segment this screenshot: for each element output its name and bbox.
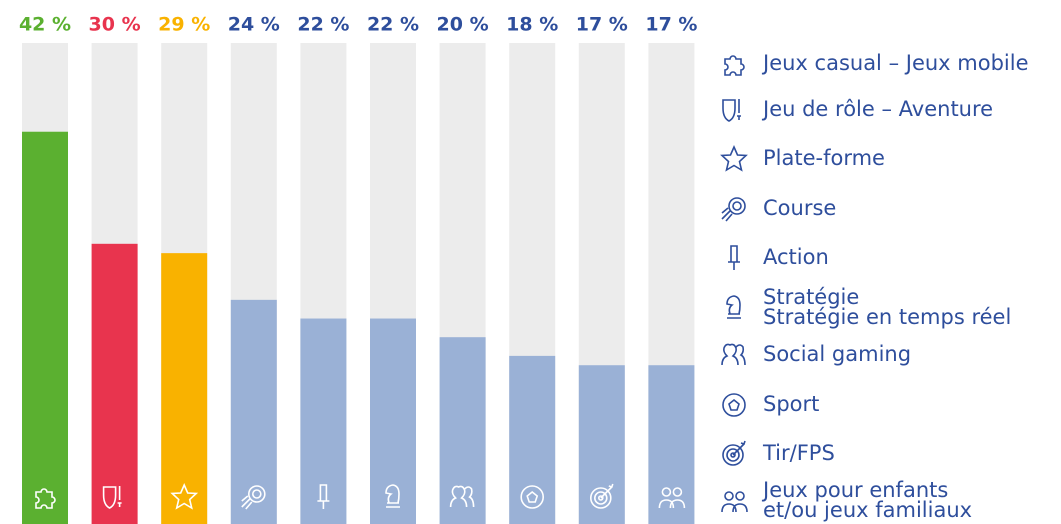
legend-label: Plate-forme bbox=[763, 146, 885, 170]
icon-part bbox=[724, 491, 734, 501]
icon-part bbox=[722, 444, 744, 466]
icon bbox=[722, 440, 746, 466]
icon-part bbox=[658, 499, 686, 509]
icon-part bbox=[589, 487, 612, 509]
icon-part bbox=[252, 489, 262, 499]
icon bbox=[170, 483, 199, 510]
icon-part bbox=[241, 495, 253, 510]
icon bbox=[385, 484, 400, 508]
bar bbox=[161, 253, 208, 524]
icon-part bbox=[661, 487, 672, 497]
icon bbox=[721, 491, 748, 513]
icon bbox=[317, 484, 330, 509]
value-label: 17 % bbox=[576, 14, 628, 36]
legend-label: Course bbox=[763, 196, 836, 220]
icon-part bbox=[520, 485, 545, 509]
icon bbox=[722, 99, 741, 122]
legend-label: Jeux casual – Jeux mobile bbox=[761, 51, 1029, 75]
icon-part bbox=[526, 490, 539, 503]
icon bbox=[724, 55, 745, 76]
icon-part bbox=[730, 452, 736, 458]
icon bbox=[102, 486, 122, 509]
legend-label: Tir/FPS bbox=[762, 441, 835, 465]
icon-part bbox=[728, 245, 740, 270]
legend-label: Sport bbox=[763, 392, 819, 416]
icon-part bbox=[720, 145, 748, 172]
bar bbox=[370, 318, 416, 524]
icon-part bbox=[721, 343, 739, 366]
icon-part bbox=[672, 487, 683, 497]
icon bbox=[35, 488, 56, 509]
icon-part bbox=[726, 448, 740, 462]
legend-label: et/ou jeux familiaux bbox=[763, 498, 972, 522]
icon-part bbox=[600, 483, 614, 499]
icon-part bbox=[449, 485, 468, 508]
legend-label: Stratégie en temps réel bbox=[763, 305, 1011, 329]
bar bbox=[439, 337, 486, 524]
icon-part bbox=[732, 201, 742, 211]
value-label: 42 % bbox=[19, 14, 71, 36]
icon-part bbox=[728, 398, 740, 411]
icon-part bbox=[597, 495, 604, 501]
value-label: 22 % bbox=[297, 14, 349, 36]
icon-part bbox=[385, 484, 400, 508]
icon bbox=[721, 343, 746, 366]
icon-part bbox=[170, 483, 199, 510]
icon bbox=[589, 483, 614, 509]
icon-part bbox=[722, 393, 746, 417]
value-label: 18 % bbox=[506, 14, 558, 36]
icon-part bbox=[593, 491, 608, 505]
icon-part bbox=[102, 486, 117, 509]
legend-label: Social gaming bbox=[763, 342, 911, 366]
icon bbox=[658, 487, 686, 509]
icon-part bbox=[721, 207, 733, 222]
icon-part bbox=[317, 484, 330, 509]
icon-part bbox=[735, 344, 746, 366]
bar bbox=[300, 318, 347, 524]
icon-part bbox=[724, 55, 745, 76]
icon bbox=[728, 245, 740, 270]
icon-part bbox=[726, 295, 741, 319]
value-label: 30 % bbox=[89, 14, 141, 36]
icon-part bbox=[737, 99, 741, 120]
bar bbox=[91, 243, 138, 524]
legend-label: Jeu de rôle – Aventure bbox=[761, 97, 993, 121]
value-label: 22 % bbox=[367, 14, 419, 36]
icon-part bbox=[732, 440, 746, 456]
icon bbox=[720, 145, 748, 172]
value-label: 24 % bbox=[228, 14, 280, 36]
icon bbox=[726, 295, 741, 319]
legend-label: Stratégie bbox=[763, 285, 859, 309]
icon-part bbox=[728, 197, 746, 215]
bar bbox=[648, 365, 695, 524]
icon-part bbox=[721, 503, 748, 513]
icon-part bbox=[117, 486, 122, 507]
icon bbox=[721, 197, 746, 222]
icon bbox=[241, 485, 266, 510]
value-label: 20 % bbox=[437, 14, 489, 36]
icon-part bbox=[464, 486, 475, 508]
legend-label: Jeux pour enfants bbox=[761, 478, 948, 502]
value-label: 17 % bbox=[645, 14, 697, 36]
icon bbox=[722, 393, 746, 417]
legend-label: Action bbox=[763, 245, 829, 269]
icon-part bbox=[722, 99, 736, 122]
bar bbox=[22, 131, 68, 524]
bar bbox=[509, 355, 556, 524]
icon-part bbox=[35, 488, 56, 509]
icon bbox=[449, 485, 475, 508]
icon bbox=[520, 485, 545, 509]
icon-part bbox=[248, 485, 266, 503]
icon-part bbox=[735, 491, 745, 501]
value-label: 29 % bbox=[158, 14, 210, 36]
